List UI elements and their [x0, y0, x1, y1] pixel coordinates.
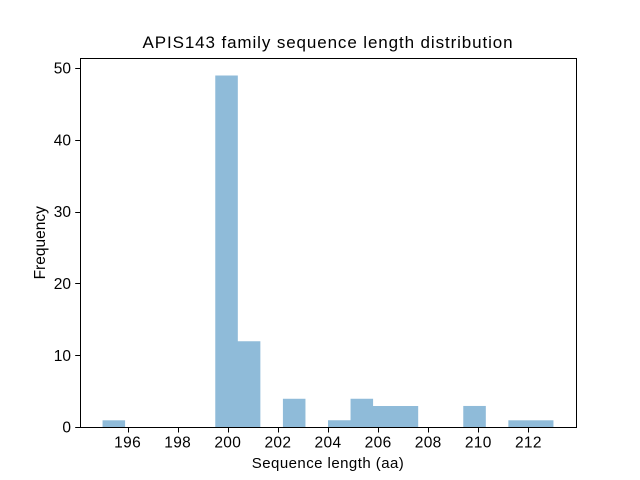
svg-text:30: 30 [54, 204, 72, 221]
svg-text:0: 0 [62, 420, 71, 437]
svg-text:202: 202 [264, 435, 291, 452]
svg-text:208: 208 [415, 435, 442, 452]
svg-text:196: 196 [114, 435, 141, 452]
svg-text:20: 20 [54, 276, 72, 293]
svg-text:206: 206 [365, 435, 392, 452]
svg-text:Frequency: Frequency [32, 206, 49, 279]
svg-text:APIS143 family sequence length: APIS143 family sequence length distribut… [143, 33, 514, 52]
svg-text:10: 10 [54, 348, 72, 365]
svg-text:210: 210 [465, 435, 492, 452]
svg-text:212: 212 [515, 435, 542, 452]
svg-text:204: 204 [315, 435, 342, 452]
svg-text:50: 50 [54, 60, 72, 77]
svg-text:Sequence length (aa): Sequence length (aa) [252, 455, 404, 472]
svg-text:200: 200 [214, 435, 241, 452]
svg-text:198: 198 [164, 435, 191, 452]
svg-text:40: 40 [54, 132, 72, 149]
